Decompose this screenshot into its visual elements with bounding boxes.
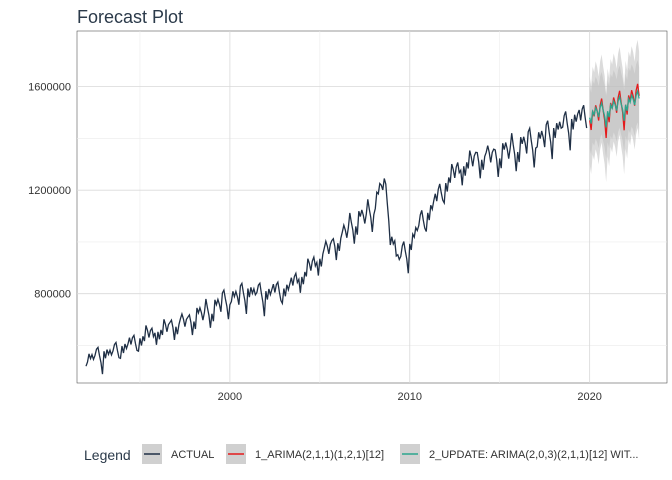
actual-series-line [85, 105, 588, 375]
y-tick-label: 800000 [34, 289, 71, 301]
legend: Legend ACTUAL 1_ARIMA(2,1,1)(1,2,1)[12] 2_… [84, 444, 638, 464]
legend-item: 1_ARIMA(2,1,1)(1,2,1)[12] [226, 444, 384, 464]
legend-label: 1_ARIMA(2,1,1)(1,2,1)[12] [255, 449, 384, 461]
legend-item: ACTUAL [142, 444, 214, 464]
x-axis: 2000 2010 2020 [218, 391, 602, 403]
legend-title: Legend [84, 447, 131, 463]
x-tick-label: 2020 [577, 391, 601, 403]
plot-panel [76, 30, 668, 384]
legend-label: 2_UPDATE: ARIMA(2,0,3)(2,1,1)[12] WIT... [429, 449, 638, 461]
legend-item: 2_UPDATE: ARIMA(2,0,3)(2,1,1)[12] WIT... [400, 444, 638, 464]
plot-area [76, 30, 668, 384]
forecast-interval-ribbon [589, 60, 640, 159]
chart-title: Forecast Plot [77, 7, 183, 27]
forecast-series-line [589, 88, 640, 128]
y-tick-label: 1600000 [28, 82, 71, 94]
y-tick-label: 1200000 [28, 185, 71, 197]
x-tick-label: 2000 [218, 391, 242, 403]
y-axis: 800000 1200000 1600000 [28, 82, 71, 301]
x-tick-label: 2010 [398, 391, 422, 403]
legend-label: ACTUAL [171, 449, 214, 461]
